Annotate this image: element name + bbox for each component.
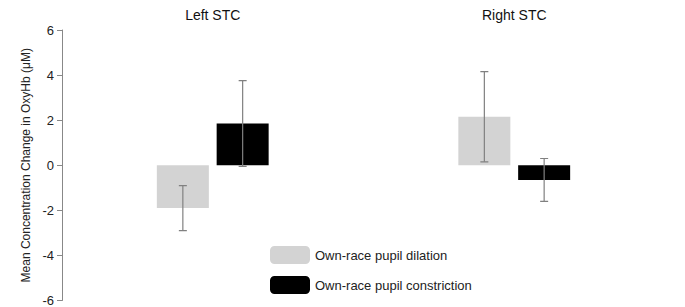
- svg-text:4: 4: [47, 68, 54, 83]
- svg-text:Own-race pupil constriction: Own-race pupil constriction: [315, 278, 472, 293]
- svg-text:Mean Concentration Change in O: Mean Concentration Change in OxyHb (μM): [19, 48, 33, 282]
- svg-text:Own-race pupil dilation: Own-race pupil dilation: [315, 248, 447, 263]
- svg-text:2: 2: [47, 113, 54, 128]
- svg-text:0: 0: [47, 158, 54, 173]
- svg-text:Left STC: Left STC: [185, 7, 240, 23]
- svg-text:-2: -2: [42, 203, 54, 218]
- svg-text:-6: -6: [42, 293, 54, 307]
- svg-text:Right STC: Right STC: [482, 7, 547, 23]
- svg-text:6: 6: [47, 23, 54, 38]
- svg-text:-4: -4: [42, 248, 54, 263]
